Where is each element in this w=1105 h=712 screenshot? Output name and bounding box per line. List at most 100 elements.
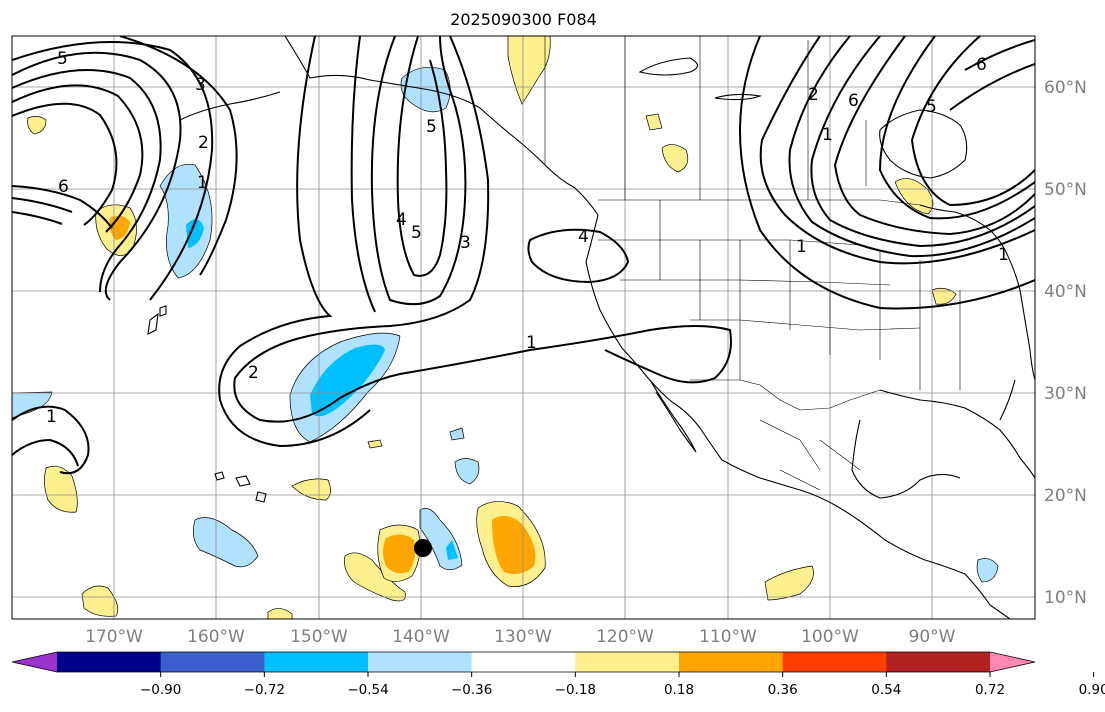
contour-label: 6 [848,91,859,111]
contour-label: 6 [976,55,987,75]
coast-west-us [585,214,926,561]
contour-label: 1 [796,237,807,257]
colorbar-label: 0.90 [1079,682,1105,698]
contour-goa-4 [350,36,376,313]
shade-canada-yellow-2 [661,144,689,173]
lon-label: 150°W [290,627,348,647]
colorbar-segment [57,652,162,672]
lat-label: 20°N [1044,486,1087,506]
contour-sw-1 [12,405,90,475]
colorbar-segment [575,652,680,672]
coast-central-am [924,559,1011,619]
coast-hudson [879,109,968,179]
shade-ohio-yellow [931,287,957,305]
shade-hawaii-blue [193,517,259,568]
lon-label: 160°W [187,627,245,647]
coast-hawaii-2 [235,475,251,487]
contour-east-8 [964,39,1035,71]
colorbar-segment [264,652,369,672]
lon-label: 130°W [494,627,552,647]
coast-aleutians [179,91,281,121]
contour-label: 1 [526,333,537,353]
colorbar: −0.90 −0.72 −0.54 −0.36 −0.18 0.18 0.36 0.54 0.7… [11,651,1105,698]
contour-east-7 [949,63,1035,111]
contour-label: 5 [926,97,937,117]
shade-small-yellow-1 [367,439,383,449]
contour-label: 1 [46,407,57,427]
coast-florida [999,379,1016,421]
contour-label: 6 [58,177,69,197]
contours [12,36,1035,475]
colorbar-outline [11,651,1036,673]
coast-lakes [919,204,1006,251]
contour-goa-outer [218,36,371,448]
shade-lakes-yellow [894,178,934,215]
colorbar-labels: −0.90 −0.72 −0.54 −0.36 −0.18 0.18 0.36 0.54 0.7… [140,682,1105,698]
lat-label: 30°N [1044,384,1087,404]
coast-hawaii-3 [255,491,267,503]
contour-label: 4 [396,210,407,230]
shade-bottom-yellow [267,608,293,619]
longitude-labels: 170°W 160°W 150°W 140°W 130°W 120°W 110°… [85,627,956,647]
border-states-1 [598,239,861,246]
contour-east-6 [910,36,1035,207]
contour-label: 2 [198,133,209,153]
lat-label: 10°N [1044,588,1087,608]
contour-nw-4 [12,102,118,226]
colorbar-segment [782,652,887,672]
shade-west-yellow [44,465,78,513]
coast-arctic-1 [638,57,699,76]
contour-label: 1 [998,245,1009,265]
colorbar-label: −0.18 [555,682,596,698]
negative-shading [12,67,999,583]
shade-canada-yellow-1 [645,113,663,131]
colorbar-segments [11,651,1036,673]
colorbar-label: 0.36 [768,682,798,698]
contour-goa-1 [370,36,467,306]
colorbar-label: 0.18 [664,682,694,698]
contour-label: 2 [808,85,819,105]
border-states-4 [659,200,961,390]
coast-baja [649,379,697,453]
shade-aleut-yellow [27,116,47,135]
contour-label: 5 [57,49,68,69]
contour-nw-2 [12,69,162,293]
graticule [12,36,1035,619]
colorbar-label: −0.72 [244,682,285,698]
coast-alaska [284,36,599,216]
contour-east-1 [759,36,1035,265]
colorbar-segment [886,652,991,672]
coast-yucatan [851,419,961,499]
colorbar-segment [368,652,473,672]
contour-nw-7 [12,211,63,225]
contour-nw-outer [12,41,214,301]
contour-goa-3 [233,36,732,423]
contour-coast-low [527,228,630,284]
border-us-mexico [690,379,881,411]
shade-dateline-core [186,219,204,248]
lon-label: 90°W [909,627,956,647]
contour-nw-5 [12,185,113,229]
shade-southwest-yellow [81,585,119,617]
political-borders [544,36,961,491]
shade-small-blue-2 [449,427,465,441]
coast-east [1004,249,1035,381]
colorbar-segment [471,652,576,672]
map-frame [11,35,1036,620]
coast-island-2 [159,305,167,317]
storm-marker [414,539,432,557]
colorbar-segment [12,652,57,672]
coast-gulf [879,389,1035,479]
shade-mexico-yellow [764,565,814,601]
contour-nw-1 [12,51,182,301]
border-canada-provinces [624,36,867,200]
shade-central-core [310,344,385,417]
border-us-canada [598,199,921,206]
colorbar-label: 0.72 [975,682,1005,698]
lon-label: 140°W [392,627,450,647]
contour-goa-2 [396,36,448,277]
contour-sw-2 [12,438,79,467]
shade-south-yellow-1 [344,552,406,602]
colorbar-segment [990,652,1035,672]
